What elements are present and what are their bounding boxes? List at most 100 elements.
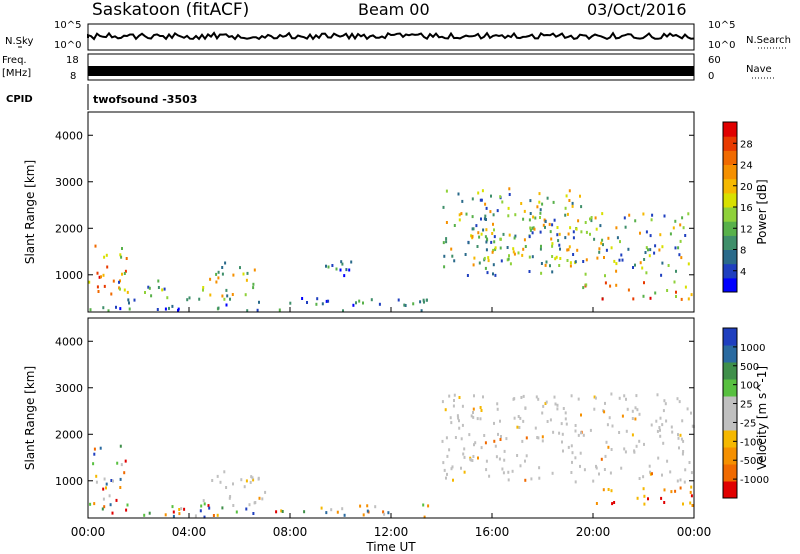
power-echo-cell	[538, 200, 541, 204]
power-echo-cell	[615, 269, 618, 273]
power-echo-cell	[88, 280, 91, 284]
power-echo-cell	[482, 228, 485, 232]
velocity-echo-cell	[651, 472, 653, 476]
velocity-echo-cell	[366, 509, 369, 513]
power-echo-cell	[508, 187, 511, 191]
power-echo-cell	[513, 252, 516, 256]
velocity-echo-cell	[108, 494, 111, 498]
power-echo-cell	[539, 208, 542, 212]
velocity-echo-cell	[598, 472, 600, 476]
power-echo-cell	[549, 230, 552, 234]
velocity-echo-cell	[199, 509, 202, 513]
velocity-ytick-label: 2000	[55, 428, 83, 441]
velocity-echo-cell	[625, 397, 627, 401]
power-echo-cell	[690, 293, 693, 297]
velocity-echo-cell	[123, 471, 126, 475]
power-echo-cell	[538, 192, 541, 196]
power-echo-cell	[246, 271, 249, 275]
power-colorbar-tick-label: 16	[740, 203, 753, 214]
velocity-echo-cell	[92, 462, 95, 466]
power-echo-cell	[544, 263, 547, 267]
freq-label: Freq.	[2, 55, 27, 66]
power-echo-cell	[345, 268, 348, 272]
power-echo-cell	[465, 212, 468, 216]
velocity-echo-cell	[564, 417, 567, 421]
velocity-echo-cell	[374, 505, 377, 509]
power-echo-cell	[582, 286, 585, 290]
velocity-echo-cell	[446, 472, 448, 476]
power-colorbar-tick-label: 28	[740, 139, 753, 150]
power-echo-cell	[654, 291, 657, 295]
velocity-echo-cell	[656, 393, 659, 397]
power-echo-cell	[107, 309, 110, 313]
power-colorbar-label: Power [dB]	[755, 179, 769, 244]
velocity-colorbar-swatch	[723, 345, 737, 363]
velocity-echo-cell	[579, 464, 581, 468]
power-echo-cell	[256, 308, 259, 312]
power-echo-cell	[669, 232, 672, 236]
velocity-echo-cell	[203, 502, 206, 506]
power-echo-cell	[119, 253, 122, 257]
velocity-echo-cell	[631, 433, 634, 437]
power-echo-cell	[171, 304, 174, 308]
velocity-echo-cell	[102, 497, 105, 501]
velocity-echo-cell	[359, 504, 362, 508]
power-echo-cell	[97, 290, 100, 293]
power-echo-cell	[557, 239, 560, 243]
power-yticks: 1000 2000 3000 4000	[55, 129, 694, 282]
velocity-echo-cell	[452, 478, 454, 482]
velocity-echo-cell	[383, 512, 386, 516]
velocity-echo-cell	[482, 395, 484, 399]
velocity-echo-cell	[219, 480, 222, 484]
power-echo-cell	[540, 271, 543, 275]
power-echo-cell	[645, 230, 648, 234]
velocity-echo-cell	[250, 475, 253, 479]
power-echo-cell	[649, 248, 652, 252]
power-echo-cell	[568, 199, 571, 202]
velocity-echo-cell	[450, 421, 453, 425]
velocity-echo-cell	[105, 486, 107, 490]
power-echo-cell	[558, 232, 561, 236]
velocity-echo-cell	[671, 430, 674, 434]
power-echo-cell	[673, 280, 676, 284]
freq-tick-top: 18	[66, 55, 79, 66]
power-echo-cell	[157, 286, 160, 289]
power-ytick-label: 3000	[55, 176, 83, 189]
power-echo-cell	[123, 272, 126, 275]
velocity-echo-cell	[642, 475, 645, 479]
velocity-echo-cell	[516, 425, 519, 429]
power-echo-cell	[491, 232, 494, 235]
velocity-echo-cell	[495, 455, 498, 459]
station-title: Saskatoon (fitACF)	[92, 0, 249, 20]
velocity-echo-cell	[638, 439, 641, 443]
power-echoes	[88, 187, 693, 313]
power-echo-cell	[627, 247, 630, 251]
power-echo-cell	[506, 246, 509, 249]
velocity-echo-cell	[251, 476, 254, 480]
velocity-echo-cell	[522, 394, 525, 398]
velocity-echo-cell	[320, 506, 323, 510]
velocity-echo-cell	[541, 439, 544, 443]
power-echo-cell	[112, 279, 115, 283]
velocity-echo-cell	[507, 478, 510, 482]
velocity-echo-cell	[484, 441, 487, 445]
power-echo-cell	[493, 228, 495, 232]
power-echo-cell	[564, 206, 567, 210]
power-echo-cell	[464, 253, 467, 256]
power-echo-cell	[450, 247, 453, 251]
power-echo-cell	[492, 222, 494, 226]
velocity-echo-cell	[444, 408, 447, 412]
power-echo-cell	[529, 212, 532, 215]
velocity-echo-cell	[112, 479, 114, 483]
velocity-echo-cell	[221, 506, 224, 510]
power-echo-cell	[675, 290, 677, 294]
velocity-echo-cell	[172, 514, 175, 518]
power-echo-cell	[223, 297, 226, 301]
velocity-echo-cell	[126, 503, 129, 507]
power-echo-cell	[517, 251, 520, 255]
velocity-echo-cell	[461, 404, 464, 408]
velocity-echo-cell	[661, 423, 664, 427]
power-echo-cell	[615, 226, 618, 230]
velocity-echo-cell	[503, 449, 506, 453]
power-echo-cell	[615, 283, 618, 287]
